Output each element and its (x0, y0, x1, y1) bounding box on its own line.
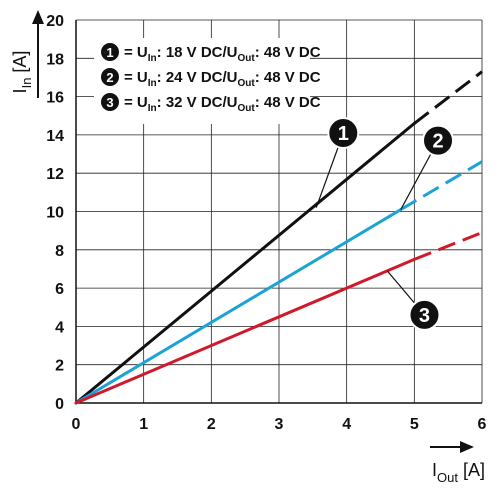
callout-badge (327, 116, 360, 149)
y-tick-label: 20 (46, 13, 64, 30)
series-line-2 (74, 208, 403, 405)
series-dashed-line-2 (400, 160, 483, 211)
y-tick-label: 10 (46, 205, 64, 222)
x-tick-label: 6 (478, 416, 487, 433)
callout-badge-label: 3 (419, 305, 430, 327)
y-tick-label: 14 (46, 128, 64, 145)
series-line-3 (74, 257, 416, 405)
legend-badge (101, 93, 119, 111)
y-tick-label: 2 (55, 358, 64, 375)
x-axis-label: IOut [A] (432, 460, 485, 485)
callouts: 1 2 3 (315, 116, 455, 331)
y-tick-label: 8 (55, 243, 64, 260)
y-tick-label: 6 (55, 281, 64, 298)
legend-entry: = UIn: 24 V DC/UOut: 48 V DC (124, 69, 321, 89)
y-tick-label: 16 (46, 90, 64, 107)
legend-badge-label: 2 (106, 70, 113, 85)
callout-badge (408, 298, 441, 331)
legend-badge-label: 3 (106, 95, 113, 110)
y-tick-label: 4 (55, 319, 64, 336)
axis-labels: IIn [A] IOut [A] (10, 10, 485, 485)
legend-entry: = UIn: 18 V DC/UOut: 48 V DC (124, 44, 321, 64)
legend-badge (101, 43, 119, 61)
y-tick-label: 12 (46, 166, 64, 183)
x-tick-label: 3 (275, 416, 284, 433)
legend-badge (101, 68, 119, 86)
y-tick-label: 18 (46, 51, 64, 68)
legend-badge-label: 1 (106, 45, 113, 60)
callout-badge-label: 1 (338, 123, 349, 145)
y-axis-arrow-head (32, 10, 44, 24)
series-line-1 (74, 121, 416, 405)
x-tick-label: 0 (72, 416, 81, 433)
x-tick-label: 1 (139, 416, 148, 433)
x-tick-label: 4 (342, 416, 351, 433)
callout-badge-label: 2 (432, 131, 443, 153)
x-tick-label: 2 (207, 416, 216, 433)
y-axis-label: IIn [A] (10, 51, 34, 94)
series-dashed-line-1 (413, 70, 483, 125)
x-axis-arrow-head (460, 441, 474, 453)
callout-badge (422, 124, 455, 157)
legend-box (94, 38, 310, 124)
legend: 1 = UIn: 18 V DC/UOut: 48 V DC 2 = UIn: 24 … (94, 38, 321, 124)
series-lines (74, 70, 483, 405)
legend-entry: = UIn: 32 V DC/UOut: 48 V DC (124, 94, 321, 114)
y-tick-label: 0 (55, 396, 64, 413)
x-tick-label: 5 (410, 416, 419, 433)
series-dashed-line-3 (413, 231, 483, 261)
